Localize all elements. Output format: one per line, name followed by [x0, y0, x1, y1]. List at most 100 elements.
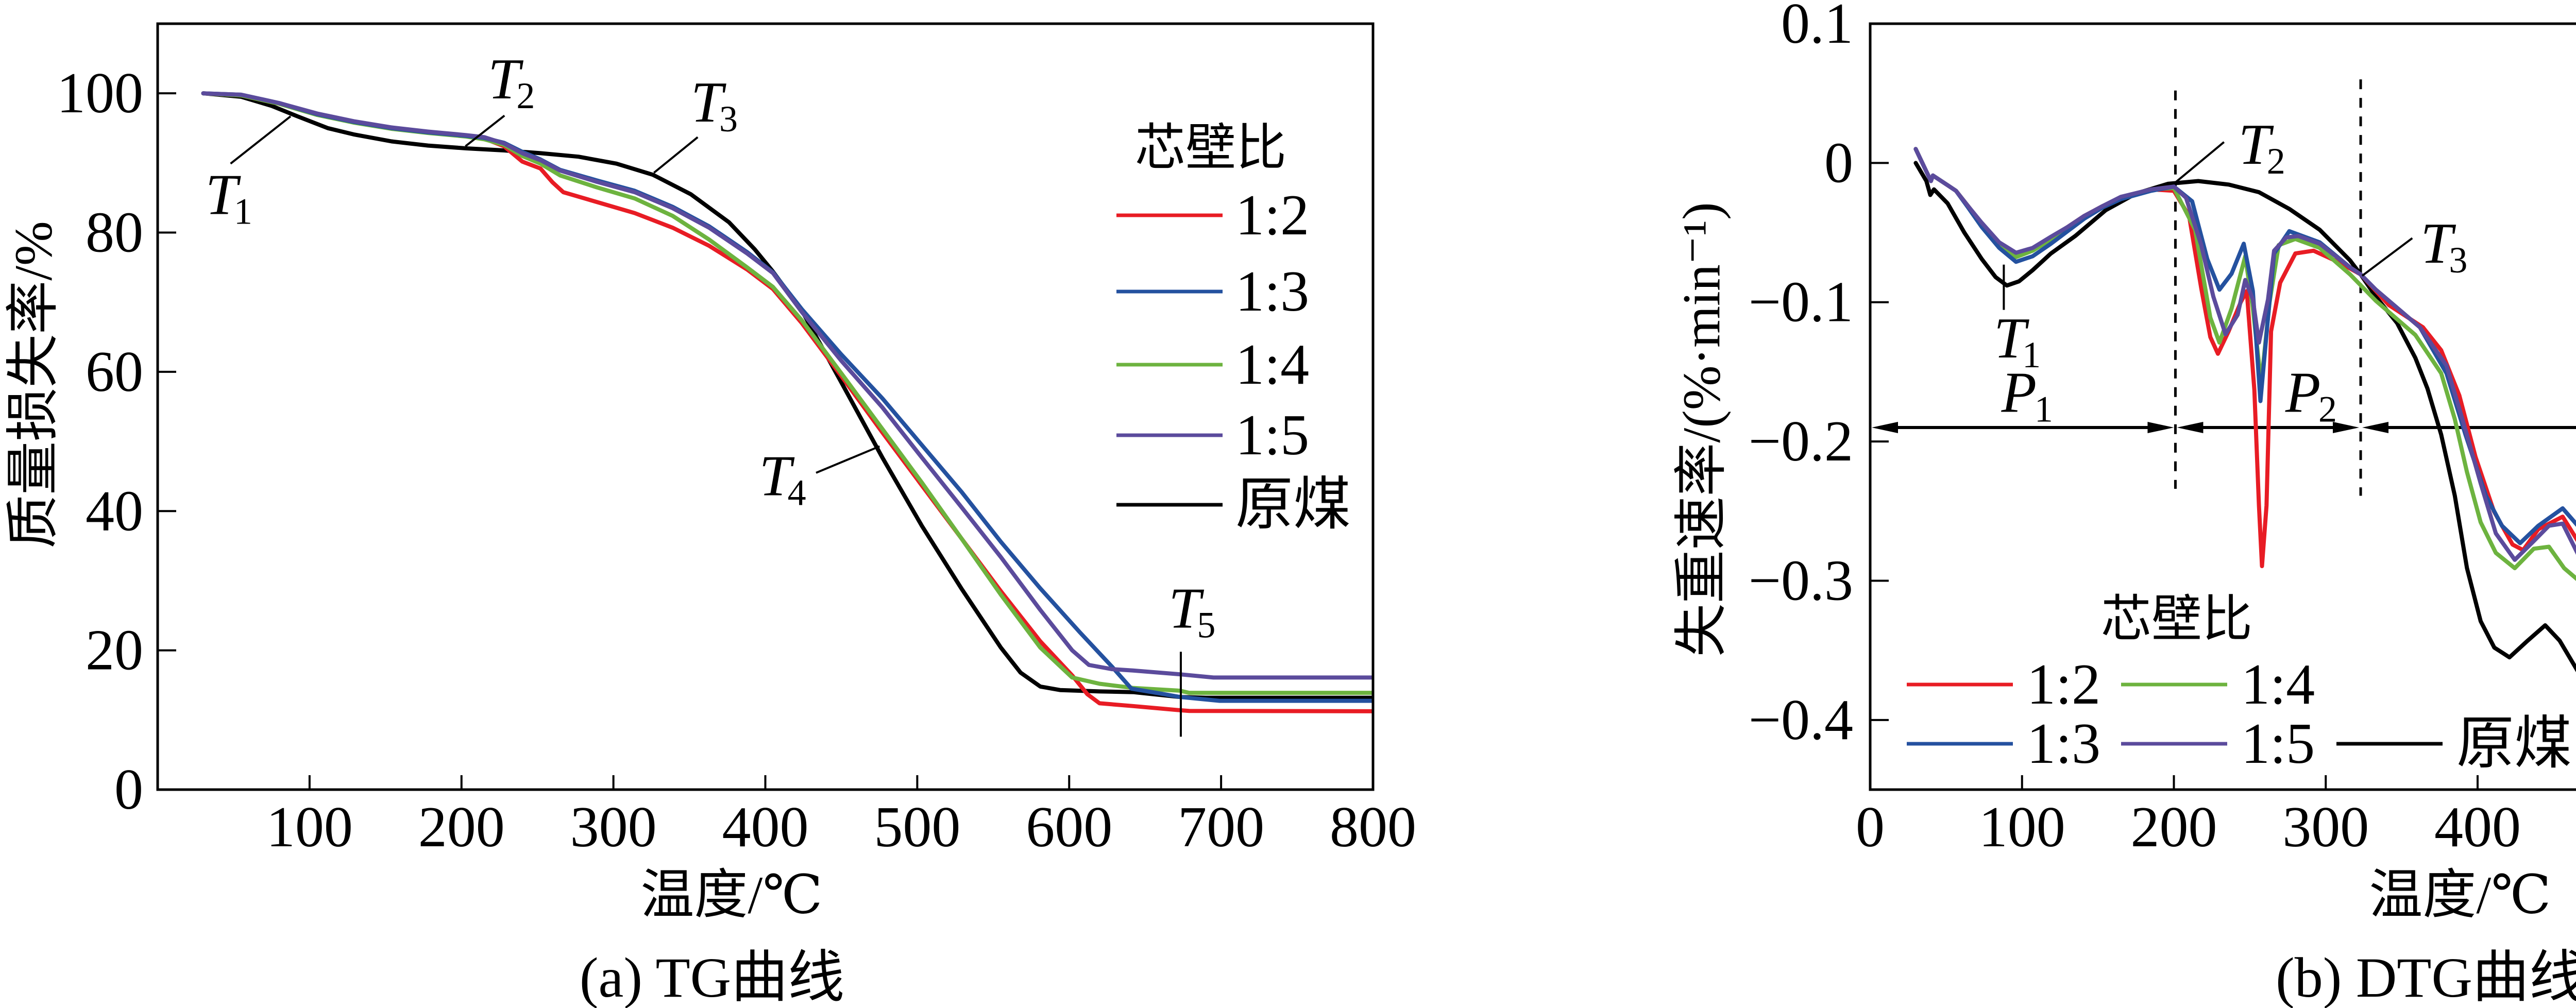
arrowhead-right	[2147, 422, 2174, 434]
annotation-label: T	[1168, 577, 1204, 641]
annotation-subscript: 1	[234, 191, 252, 232]
annotation-subscript: 3	[719, 98, 738, 140]
x-tick-label: 300	[2282, 795, 2369, 859]
panel-caption: (a) TG曲线	[580, 946, 844, 1008]
annotation-subscript: 1	[2022, 334, 2041, 375]
x-tick-label: 100	[1979, 795, 2065, 859]
x-tick-label: 400	[722, 795, 809, 859]
y-tick-label: 20	[86, 619, 143, 682]
panel-caption: (b) DTG曲线	[2276, 946, 2576, 1008]
arrowhead-right	[2333, 422, 2360, 434]
legend-item-raw-coal: 原煤	[2336, 712, 2572, 776]
x-tick-label: 400	[2434, 795, 2521, 859]
tg-chart: 100 200 300 400 500 600 700 800 0 20 40 60 80 100 温度/℃…	[4, 22, 1416, 1008]
legend: 芯壁比 1:2 1:3 1:41:5原煤	[1116, 121, 1351, 537]
series-line-ratio-1-5	[1913, 147, 2576, 562]
legend-item-ratio-1-2: 1:2	[1907, 653, 2100, 716]
annotation-leader-line	[230, 115, 292, 165]
y-tick-label: 60	[86, 340, 143, 404]
legend-item-raw-coal: 原煤	[1116, 473, 1351, 537]
x-tick-label: 500	[874, 795, 960, 859]
annotation-t3: T3	[2361, 212, 2467, 281]
annotation-label: T	[759, 445, 795, 508]
series-line-ratio-1-4	[1913, 147, 2576, 581]
interval-label: P	[2285, 361, 2320, 424]
legend-label: 1:4	[2241, 653, 2315, 716]
legend-title: 芯壁比	[2101, 592, 2252, 647]
annotation-leader-line	[653, 136, 699, 174]
legend-label: 1:3	[2027, 712, 2100, 776]
x-tick-label: 700	[1178, 795, 1264, 859]
y-tick-label: 0	[1824, 131, 1853, 195]
annotation-subscript: 2	[516, 75, 535, 116]
x-tick-label: 0	[1856, 795, 1885, 859]
annotation-subscript: 2	[2267, 141, 2285, 182]
series-group	[1913, 147, 2576, 673]
legend-label: 原煤	[1235, 473, 1351, 537]
legend-item-ratio-1-4: 1:4	[1116, 333, 1309, 397]
legend-label: 原煤	[2456, 712, 2572, 776]
y-tick-label: 80	[86, 201, 143, 265]
y-axis-title: 质量损失率/%	[4, 221, 63, 549]
legend-label: 1:5	[1235, 403, 1309, 467]
legend-label: 1:5	[2241, 712, 2315, 776]
interval-label-subscript: 2	[2318, 388, 2337, 430]
y-tick-label: 40	[86, 479, 143, 543]
y-tick-label: −0.2	[1749, 409, 1853, 473]
x-tick-label: 600	[1026, 795, 1112, 859]
x-axis-title: 温度/℃	[2369, 866, 2551, 925]
annotation-label: T	[2239, 113, 2274, 177]
series-line-ratio-1-5	[201, 91, 1373, 680]
legend-item-ratio-1-5: 1:5	[1116, 403, 1309, 467]
y-tick-label: 0	[114, 758, 143, 822]
arrowhead-left	[2362, 422, 2389, 434]
annotation-label: T	[488, 47, 523, 111]
annotation-leader-line	[2175, 141, 2225, 183]
x-tick-label: 200	[2131, 795, 2217, 859]
series-line-raw-coal	[201, 91, 1373, 700]
arrowhead-left	[1872, 422, 1898, 434]
stage-interval-p1: P1	[1872, 361, 2174, 434]
legend-item-ratio-1-5: 1:5	[2121, 712, 2315, 776]
annotation-label: T	[2420, 212, 2456, 276]
plot-frame	[1869, 22, 2576, 791]
x-axis-title: 温度/℃	[640, 866, 822, 925]
annotation-leader-line	[816, 445, 880, 474]
annotation-leader-line	[2361, 237, 2413, 277]
annotation-leader-line	[465, 114, 505, 147]
y-tick-label: −0.3	[1749, 549, 1853, 612]
legend-label: 1:4	[1235, 333, 1309, 397]
x-tick-label: 100	[266, 795, 353, 859]
series-group	[201, 91, 1373, 713]
annotation-label: T	[206, 163, 241, 227]
legend-label: 1:3	[1235, 260, 1309, 323]
y-tick-label: 100	[57, 61, 143, 125]
annotation-subscript: 3	[2449, 240, 2467, 281]
arrowhead-left	[2177, 422, 2204, 434]
legend-item-ratio-1-3: 1:3	[1116, 260, 1309, 323]
x-tick-label: 300	[570, 795, 657, 859]
y-tick-label: −0.4	[1749, 688, 1853, 752]
series-line-raw-coal	[1913, 161, 2576, 673]
legend-item-ratio-1-2: 1:2	[1116, 183, 1309, 247]
x-tick-label: 800	[1330, 795, 1416, 859]
stage-interval-p2: P2	[2177, 361, 2360, 434]
annotation-subscript: 5	[1197, 605, 1215, 646]
annotation-t2: T2	[465, 47, 535, 147]
annotation-label: T	[691, 71, 726, 134]
interval-label: P	[2001, 361, 2037, 424]
y-tick-label: −0.1	[1749, 270, 1853, 334]
interval-label-subscript: 1	[2035, 388, 2053, 430]
annotation-t5: T5	[1168, 577, 1215, 737]
x-tick-label: 200	[418, 795, 505, 859]
annotation-t3: T3	[653, 71, 738, 174]
annotation-t1: T1	[1994, 264, 2041, 375]
dtg-chart: P1P2P3P401002003004005006007008000.10−0.…	[1672, 0, 2576, 1008]
annotation-label: T	[1994, 306, 2029, 370]
legend-title: 芯壁比	[1135, 121, 1286, 176]
y-axis-title: 失重速率/(%·min⁻¹)	[1672, 202, 1732, 657]
annotation-t4: T4	[759, 445, 880, 514]
legend-label: 1:2	[1235, 183, 1309, 247]
